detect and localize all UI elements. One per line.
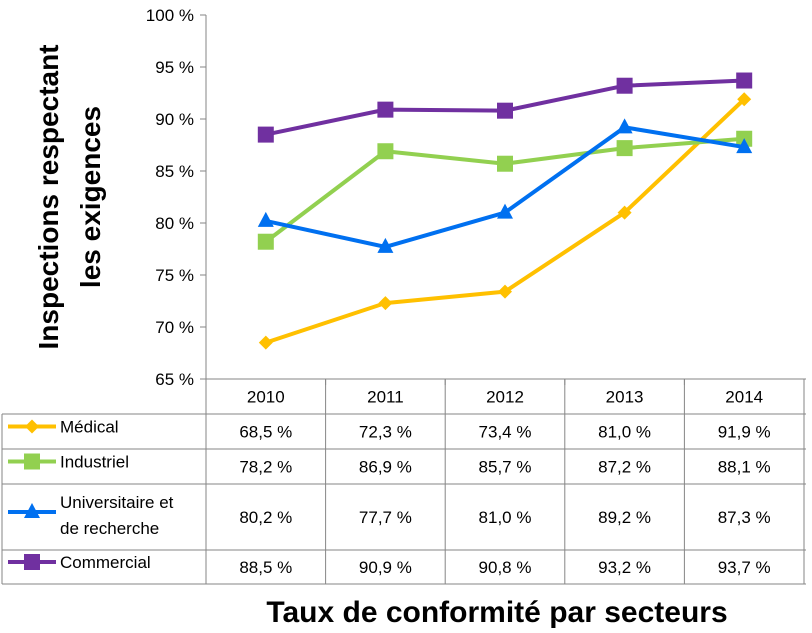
triangle-marker bbox=[497, 203, 513, 219]
square-marker bbox=[257, 126, 274, 143]
square-marker bbox=[257, 233, 274, 250]
series-markers bbox=[257, 130, 753, 250]
y-tick-label: 65 % bbox=[155, 370, 194, 389]
legend-key bbox=[8, 503, 56, 518]
y-tick-label: 100 % bbox=[146, 6, 194, 25]
y-axis-title: Inspections respectant les exigences bbox=[33, 45, 106, 350]
series-name: Universitaire et bbox=[60, 493, 174, 512]
data-label: 85,7 % bbox=[479, 458, 532, 477]
data-label: 93,2 % bbox=[598, 558, 651, 577]
x-tick-label: 2012 bbox=[486, 388, 524, 407]
square-marker bbox=[497, 102, 513, 119]
data-label: 93,7 % bbox=[718, 558, 771, 577]
square-marker bbox=[377, 143, 394, 160]
y-tick-label: 90 % bbox=[155, 110, 194, 129]
x-tick-label: 2013 bbox=[606, 388, 644, 407]
triangle-marker bbox=[257, 211, 274, 227]
axes bbox=[205, 15, 805, 385]
square-marker bbox=[497, 155, 513, 172]
y-tick-label: 70 % bbox=[155, 318, 194, 337]
series-markers bbox=[257, 72, 753, 143]
data-label: 68,5 % bbox=[239, 423, 292, 442]
series-name: de recherche bbox=[60, 519, 159, 538]
legend-key bbox=[8, 419, 56, 434]
y-axis-title-line: Inspections respectant bbox=[33, 45, 64, 350]
data-label: 78,2 % bbox=[239, 458, 292, 477]
diamond-marker bbox=[258, 335, 273, 350]
square-marker bbox=[736, 72, 753, 89]
square-marker bbox=[616, 77, 633, 94]
plot-area bbox=[257, 72, 753, 350]
triangle-marker bbox=[24, 503, 40, 518]
x-axis-title: Taux de conformité par secteurs bbox=[266, 596, 727, 629]
square-marker bbox=[24, 453, 40, 470]
triangle-marker bbox=[377, 237, 394, 253]
diamond-marker bbox=[25, 419, 39, 434]
data-label: 90,8 % bbox=[479, 558, 532, 577]
data-label: 88,5 % bbox=[239, 558, 292, 577]
data-label: 77,7 % bbox=[359, 508, 412, 527]
data-label: 91,9 % bbox=[718, 423, 771, 442]
data-label: 72,3 % bbox=[359, 423, 412, 442]
data-label: 89,2 % bbox=[598, 508, 651, 527]
diamond-marker bbox=[617, 205, 632, 220]
x-tick-label: 2010 bbox=[247, 388, 285, 407]
y-axis-title-line: les exigences bbox=[75, 106, 106, 288]
square-marker bbox=[24, 554, 40, 570]
series-name: Médical bbox=[60, 418, 119, 437]
data-label: 80,2 % bbox=[239, 508, 292, 527]
data-label: 87,2 % bbox=[598, 458, 651, 477]
diamond-marker bbox=[498, 284, 512, 299]
legend-key bbox=[8, 453, 56, 470]
square-marker bbox=[377, 101, 394, 118]
data-label: 90,9 % bbox=[359, 558, 412, 577]
series-line bbox=[264, 136, 745, 244]
square-marker bbox=[616, 140, 633, 157]
series-markers bbox=[258, 92, 752, 350]
y-axis-ticks: 65 % 70 % 75 % 80 % 85 % 90 % 95 % 100 % bbox=[146, 6, 206, 389]
data-label: 81,0 % bbox=[598, 423, 651, 442]
series-markers bbox=[257, 118, 753, 253]
triangle-marker bbox=[736, 138, 753, 154]
legend-key bbox=[8, 554, 56, 570]
series-name: Commercial bbox=[60, 553, 151, 572]
y-tick-label: 80 % bbox=[155, 214, 194, 233]
x-tick-label: 2011 bbox=[367, 388, 404, 407]
data-label: 81,0 % bbox=[479, 508, 532, 527]
triangle-marker bbox=[616, 118, 633, 134]
x-tick-label: 2014 bbox=[725, 388, 763, 407]
data-label: 87,3 % bbox=[718, 508, 771, 527]
data-label: 73,4 % bbox=[479, 423, 532, 442]
y-tick-label: 95 % bbox=[155, 58, 194, 77]
y-tick-label: 85 % bbox=[155, 162, 194, 181]
y-tick-label: 75 % bbox=[155, 266, 194, 285]
data-label: 88,1 % bbox=[718, 458, 771, 477]
data-table: 2010 2011 2012 2013 2014 Médical 68,5 % 72,3 % 7… bbox=[1, 378, 806, 585]
diamond-marker bbox=[378, 296, 393, 311]
diamond-marker bbox=[737, 92, 752, 107]
series-name: Industriel bbox=[60, 453, 129, 472]
data-label: 86,9 % bbox=[359, 458, 412, 477]
